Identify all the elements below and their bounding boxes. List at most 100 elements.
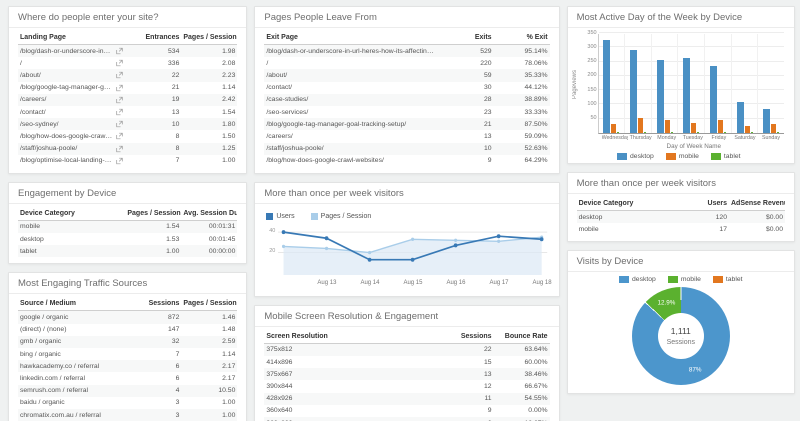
external-link-icon[interactable] <box>116 133 124 140</box>
table-cell: 1.98 <box>181 45 237 58</box>
bar-group-sunday <box>758 34 784 133</box>
table-row: /blog/dash-or-underscore-in-url-heres-ho… <box>264 44 550 58</box>
cell-value: 1.25 <box>222 145 236 153</box>
cell-value: $0.00 <box>765 225 783 233</box>
cell-value: 8 <box>175 132 180 140</box>
table-cell: 1.00 <box>181 397 237 409</box>
table-header-row: Device Category Pages / Session Avg. Sessi… <box>18 205 238 221</box>
table-cell: 375x812 <box>264 343 437 356</box>
legend-item-pages-session[interactable]: Pages / Session <box>310 212 371 220</box>
external-link-icon[interactable] <box>116 157 124 164</box>
bar-group-wednesday <box>599 34 626 133</box>
column-header-metric: % Exit <box>493 30 550 45</box>
cell-value: 7 <box>175 350 180 358</box>
table-cell: 7 <box>125 155 181 167</box>
card-traffic-sources: Most Engaging Traffic Sources Source / M… <box>8 272 248 421</box>
table-cell: 6 <box>438 417 494 421</box>
table-cell: baidu / organic <box>18 397 125 409</box>
legend-swatch <box>710 153 721 160</box>
cell-value: /case-studies/ <box>266 96 309 104</box>
cell-value: 13 <box>484 132 492 140</box>
data-point <box>497 239 501 243</box>
cell-value: 10 <box>171 120 180 128</box>
column-header-metric: AdSense Revenue <box>728 196 785 211</box>
legend-item-desktop[interactable]: desktop <box>619 276 656 284</box>
table-cell: 414x896 <box>264 356 437 368</box>
table-cell: /blog/google-tag-manager-goal-tracking-s… <box>18 82 125 94</box>
table-cell: 12 <box>438 380 494 392</box>
table-cell: tablet <box>18 245 125 257</box>
legend-item-tablet[interactable]: tablet <box>710 153 741 160</box>
legend-item-users[interactable]: Users <box>266 212 295 220</box>
table-row: /contact/30 44.12% <box>264 82 549 94</box>
cell-value: 1.98 <box>222 47 236 55</box>
panel-title-exit: Pages People Leave From <box>255 7 559 28</box>
cell-value: 95.14% <box>524 47 548 55</box>
table-cell: 52.63% <box>494 143 550 155</box>
legend-item-tablet[interactable]: tablet <box>712 276 743 284</box>
gridline <box>598 89 784 91</box>
cell-value: /about/ <box>266 71 288 79</box>
table-cell: 2.17 <box>181 372 237 384</box>
legend-item-mobile[interactable]: mobile <box>665 153 699 160</box>
y-tick-label: 150 <box>587 86 597 93</box>
cell-value: 360x640 <box>266 407 293 415</box>
table-cell: 534 <box>125 45 181 58</box>
table-cell: 390x844 <box>264 380 437 392</box>
table-cell: semrush.com / referral <box>18 385 125 397</box>
external-link-icon[interactable] <box>116 108 124 116</box>
card-weekly-visitors-trend: More than once per week visitors Users Pa… <box>254 181 560 297</box>
y-tick-label: 40 <box>269 227 276 234</box>
y-tick-label: 20 <box>269 248 276 255</box>
column-header-metric: Pages / Session <box>181 296 238 312</box>
table-cell: 2.23 <box>181 69 237 81</box>
x-tick-label: Wednesday <box>601 135 628 141</box>
legend-item-mobile[interactable]: mobile <box>667 276 701 284</box>
external-link-icon[interactable] <box>116 121 124 128</box>
external-link-icon[interactable] <box>116 72 124 79</box>
cell-value: 6 <box>175 374 180 382</box>
table-cell: 64.29% <box>494 155 550 167</box>
table-cell: /blog/google-tag-manager-goal-tracking-s… <box>264 118 437 130</box>
cell-value: 8 <box>175 145 180 153</box>
table-row: 414x896 15 60.00% <box>264 356 549 368</box>
cell-value: 35.33% <box>524 71 548 79</box>
table-row: 375x667 13 38.46% <box>264 368 550 381</box>
table-row: /blog/how-does-google-crawl-websites/8 1.… <box>18 130 237 142</box>
cell-value: 59.09% <box>524 132 548 140</box>
external-link-icon[interactable] <box>116 145 124 152</box>
column-header-metric: Sessions <box>437 328 494 344</box>
table-cell: 220 <box>438 57 494 69</box>
external-link-icon[interactable] <box>116 47 124 55</box>
external-link-icon[interactable] <box>116 60 124 67</box>
table-row: baidu / organic 3 1.00 <box>18 397 237 409</box>
external-link-icon[interactable] <box>116 96 124 103</box>
y-tick-label: 200 <box>587 72 597 79</box>
x-tick-label: Sunday <box>762 135 780 141</box>
x-tick-labels: Aug 13 Aug 14 Aug 15 Aug 16 Aug 17 Aug 18 <box>278 280 551 290</box>
bar-mobile-tuesday <box>691 123 697 133</box>
cell-value: hawkacademy.co / referral <box>20 362 100 370</box>
cell-value: 21 <box>171 84 180 92</box>
table-row: chromatix.com.au / referral 3 1.00 <box>18 408 238 421</box>
card-mobile-resolution: Mobile Screen Resolution & Engagement Sc… <box>254 304 560 421</box>
table-header-row: Exit Page Exits% Exit <box>264 30 550 45</box>
table-cell: 336 <box>125 57 181 69</box>
table-cell: hawkacademy.co / referral <box>18 360 125 372</box>
table-row: bing / organic 7 1.14 <box>18 348 237 360</box>
table-cell: 23 <box>438 106 494 118</box>
table-cell: 19 <box>125 94 181 106</box>
bar-group-thursday <box>625 34 652 133</box>
data-point <box>454 243 458 248</box>
cell-value: 1.00 <box>166 247 180 255</box>
gridline <box>598 74 784 76</box>
external-link-icon[interactable] <box>116 84 124 91</box>
legend-item-desktop[interactable]: desktop <box>617 153 654 160</box>
column-header-metric: Pages / Session <box>181 30 238 45</box>
cell-value: /careers/ <box>20 96 47 104</box>
cell-value: /careers/ <box>266 132 293 140</box>
table-cell: 66.67% <box>494 380 550 392</box>
cell-value: 120 <box>715 213 727 221</box>
table-cell: 1.48 <box>181 324 237 336</box>
cell-value: 2.59 <box>222 338 236 346</box>
